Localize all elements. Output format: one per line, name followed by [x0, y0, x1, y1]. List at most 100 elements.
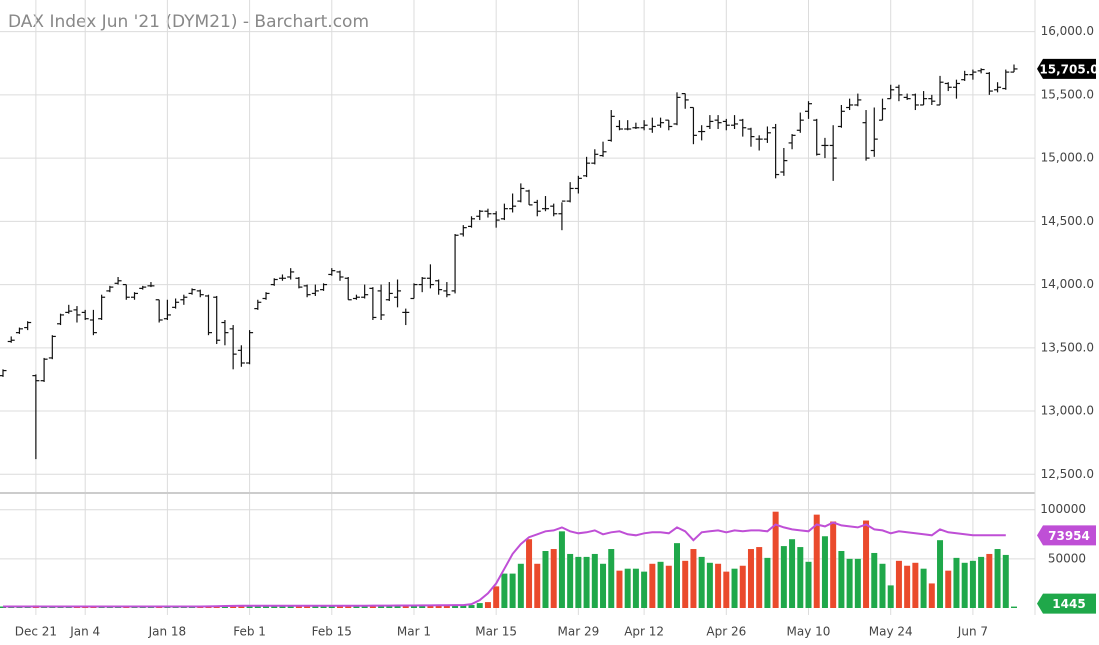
last-volume-badge: 1445: [1052, 597, 1085, 611]
volume-bar: [994, 549, 1001, 608]
x-tick-label: Mar 29: [557, 625, 599, 639]
volume-bar: [608, 549, 615, 608]
moving-average-badge-bg: [1037, 525, 1096, 546]
volume-bar: [969, 560, 976, 608]
y-tick-label: 14,000.0: [1041, 277, 1094, 291]
volume-bar: [920, 568, 927, 608]
volume-bar: [246, 606, 253, 608]
y-tick-label: 13,000.0: [1041, 404, 1094, 418]
volume-bar: [427, 605, 434, 608]
volume-bar: [542, 551, 549, 608]
volume-bar: [682, 560, 689, 608]
volume-bar: [747, 549, 754, 608]
volume-bar: [854, 558, 861, 608]
volume-bar: [501, 573, 508, 608]
volume-bar: [690, 549, 697, 608]
volume-bar: [287, 606, 294, 608]
volume-bar: [271, 605, 278, 608]
volume-bar: [665, 565, 672, 608]
volume-bar: [591, 553, 598, 608]
volume-bar: [657, 561, 664, 608]
volume-bar: [912, 562, 919, 608]
volume-bar: [813, 514, 820, 608]
volume-bar: [632, 568, 639, 608]
volume-bar: [419, 605, 426, 608]
x-tick-label: Jan 4: [69, 625, 100, 639]
volume-bar: [904, 565, 911, 608]
y-tick-label: 15,500.0: [1041, 87, 1094, 101]
volume-bar: [468, 605, 475, 608]
x-tick-label: Feb 15: [312, 625, 352, 639]
volume-bar: [493, 586, 500, 608]
volume-tick-label: 100000: [1040, 502, 1086, 516]
volume-bar: [863, 520, 870, 608]
volume-bar: [312, 606, 319, 608]
volume-bar: [361, 605, 368, 608]
volume-bar: [558, 531, 565, 608]
volume-tick-label: 50000: [1048, 551, 1086, 565]
last-price-badge: 15,705.0: [1039, 62, 1098, 76]
volume-bar: [279, 606, 286, 608]
volume-bar: [57, 607, 64, 608]
volume-bar: [452, 604, 459, 608]
volume-bar: [706, 562, 713, 608]
x-tick-label: Mar 15: [475, 625, 517, 639]
volume-bar: [789, 539, 796, 608]
volume-bar: [575, 556, 582, 608]
moving-average-badge: 73954: [1048, 529, 1090, 543]
volume-bar: [624, 568, 631, 608]
volume-bar: [838, 551, 845, 608]
volume-bar: [780, 546, 787, 608]
volume-bar: [402, 605, 409, 608]
x-tick-label: Jan 18: [148, 625, 187, 639]
volume-bar: [517, 563, 524, 608]
volume-bar: [723, 571, 730, 608]
y-tick-label: 15,000.0: [1041, 151, 1094, 165]
volume-bar: [764, 557, 771, 608]
volume-bar: [895, 560, 902, 608]
x-tick-label: Jun 7: [957, 625, 988, 639]
volume-bar: [238, 605, 245, 608]
volume-bar: [1002, 554, 1009, 608]
volume-bar: [476, 603, 483, 608]
volume-bar: [715, 563, 722, 608]
volume-bar: [304, 605, 311, 608]
volume-bar: [1011, 606, 1017, 608]
volume-bar: [641, 571, 648, 608]
x-tick-label: Feb 1: [233, 625, 266, 639]
volume-bar: [337, 605, 343, 608]
y-tick-label: 16,000.0: [1041, 24, 1094, 38]
volume-bar: [328, 606, 335, 608]
volume-bar: [928, 583, 935, 608]
volume-bar: [526, 539, 533, 608]
volume-bar: [386, 605, 393, 608]
volume-bar: [731, 568, 738, 608]
x-tick-label: May 10: [787, 625, 831, 639]
x-tick-label: Mar 1: [397, 625, 431, 639]
chart-title: DAX Index Jun '21 (DYM21) - Barchart.com: [8, 12, 369, 32]
volume-bar: [945, 570, 952, 608]
moving-average-line: [3, 521, 1006, 608]
last-price-badge-bg: [1037, 58, 1096, 79]
x-tick-label: Apr 26: [706, 625, 746, 639]
volume-bar: [435, 605, 442, 608]
volume-bar: [600, 563, 607, 608]
y-tick-label: 12,500.0: [1041, 467, 1094, 481]
volume-bar: [353, 606, 360, 608]
volume-bar: [887, 585, 894, 608]
volume-bar: [986, 553, 993, 608]
volume-bar: [410, 605, 417, 608]
volume-bar: [830, 521, 837, 608]
volume-bar: [369, 605, 376, 608]
volume-bar: [567, 553, 574, 608]
x-tick-label: May 24: [869, 625, 913, 639]
volume-bar: [394, 605, 401, 608]
volume-bar: [550, 549, 557, 608]
volume-bar: [583, 556, 590, 608]
volume-bar: [937, 540, 944, 608]
volume-bar: [295, 606, 302, 608]
volume-bar: [978, 556, 985, 608]
volume-bar: [649, 563, 656, 608]
